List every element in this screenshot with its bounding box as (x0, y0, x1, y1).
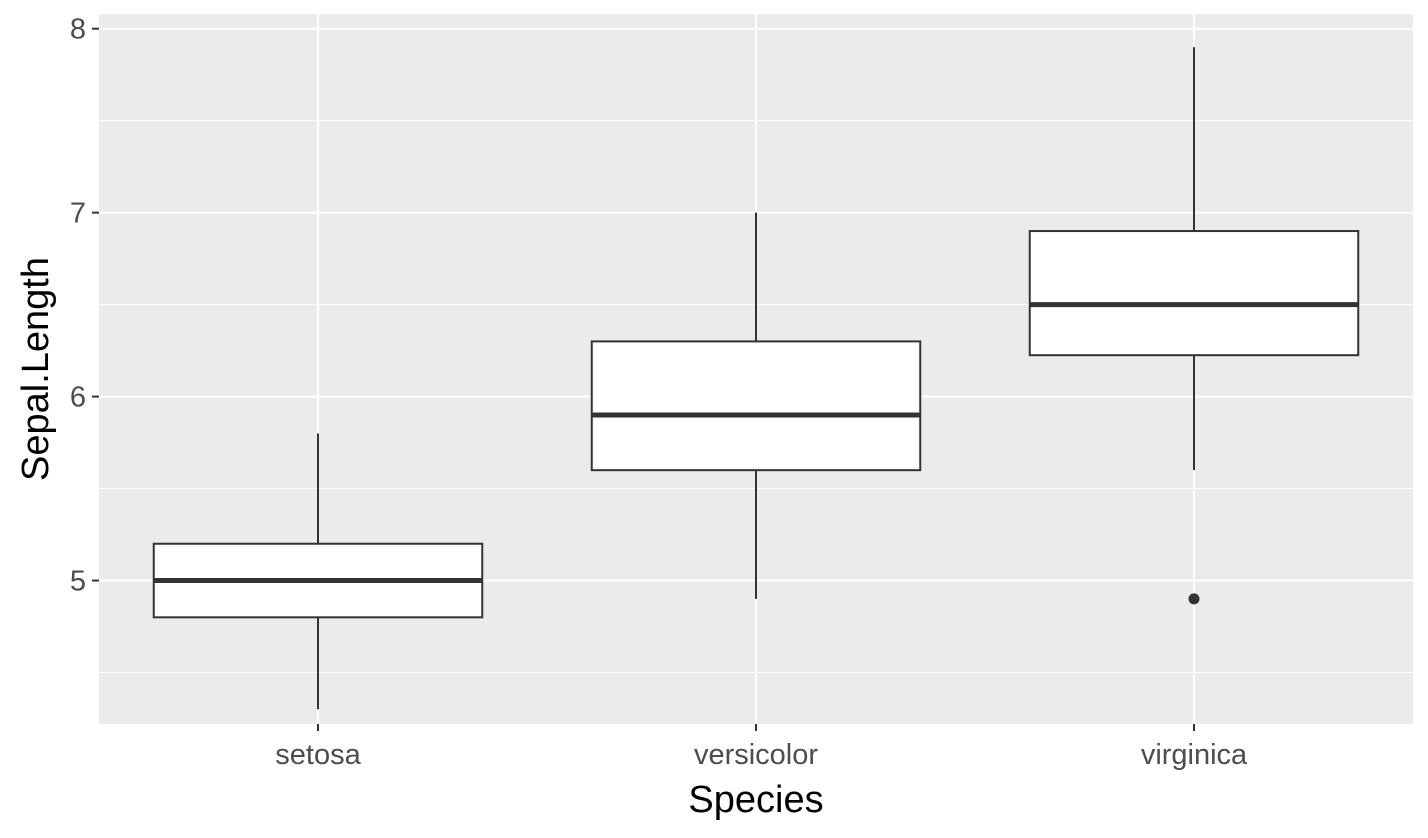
x-tick-label: versicolor (694, 739, 818, 771)
box-iqr (590, 340, 922, 472)
y-tick-label: 5 (70, 566, 86, 598)
box-versicolor (590, 212, 922, 599)
x-axis-title: Species (688, 779, 823, 821)
box-virginica (1028, 47, 1360, 605)
outlier-point (1188, 593, 1200, 605)
y-tick-label: 6 (70, 382, 86, 414)
boxes-layer (152, 47, 1360, 710)
x-tick-label: setosa (275, 739, 361, 771)
y-tick-label: 8 (70, 14, 86, 46)
box-iqr (1028, 230, 1360, 357)
y-axis-title: Sepal.Length (15, 257, 57, 481)
box-setosa (152, 433, 484, 710)
x-tick-label: virginica (1141, 739, 1248, 771)
y-tick-label: 7 (70, 198, 86, 230)
y-axis-ticks: 5 6 7 8 (70, 14, 99, 598)
x-axis-ticks: setosa versicolor virginica (275, 724, 1248, 771)
